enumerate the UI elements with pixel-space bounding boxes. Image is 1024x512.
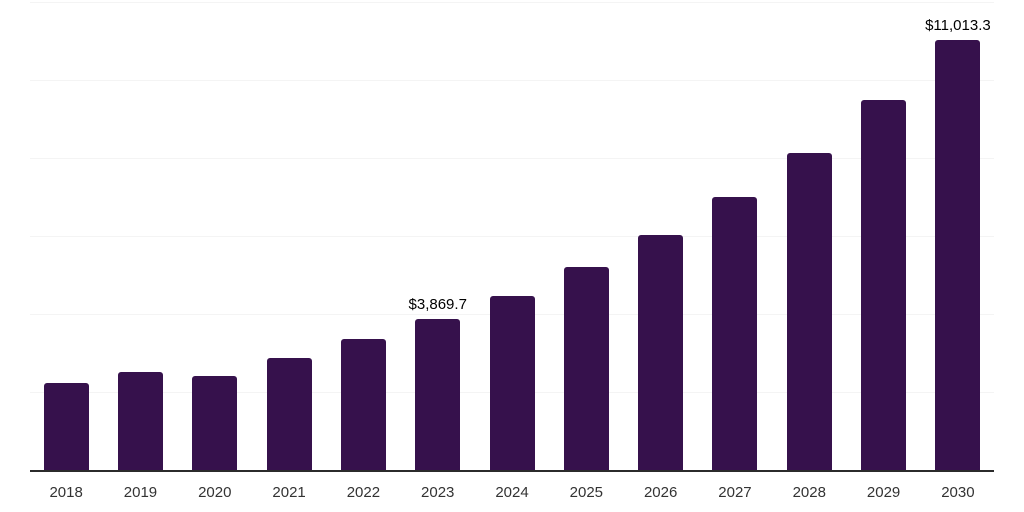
- bar-2029: [861, 100, 907, 470]
- bar-slot: [252, 2, 326, 470]
- bar-2018: [43, 383, 89, 470]
- x-tick-label-2022: 2022: [346, 484, 381, 501]
- bar-2019: [117, 371, 163, 470]
- x-tick-label-2029: 2029: [866, 484, 901, 501]
- bar-slot: [475, 2, 549, 470]
- bar-slot: $11,013.3: [921, 2, 995, 470]
- x-tick-label-2030: 2030: [941, 484, 975, 501]
- bar-2030: [935, 40, 981, 470]
- bar-value-label: $11,013.3: [925, 17, 991, 35]
- bar-2028: [786, 153, 832, 470]
- bar-slot: [772, 2, 846, 470]
- bar-2025: [563, 267, 609, 470]
- gridline: [30, 2, 994, 3]
- x-tick-label-2028: 2028: [792, 484, 826, 501]
- x-axis-line: [30, 470, 994, 472]
- x-tick-label-2019: 2019: [123, 484, 158, 501]
- bar-slot: $3,869.7: [401, 2, 475, 470]
- bar-slot: [103, 2, 177, 470]
- x-tick-label-2023: 2023: [421, 484, 455, 501]
- bar-2024: [489, 295, 535, 470]
- bars-container: $3,869.7 $11,013.3: [29, 2, 995, 470]
- bar-2023: [415, 319, 461, 470]
- x-tick-label-2027: 2027: [718, 484, 752, 501]
- x-tick-label-2025: 2025: [569, 484, 604, 501]
- bar-2026: [638, 234, 684, 470]
- bar-slot: [178, 2, 252, 470]
- bar-2022: [340, 339, 386, 470]
- bar-slot: [846, 2, 920, 470]
- gridline: [30, 158, 994, 159]
- x-tick-label-2026: 2026: [643, 484, 678, 501]
- bar-slot: [549, 2, 623, 470]
- x-axis-tick-labels: 2018 2019 2020 2021 2022 2023 2024 2025 2026 2027…: [29, 484, 995, 502]
- x-tick-label-2018: 2018: [49, 484, 83, 501]
- gridline: [30, 80, 994, 81]
- bar-value-label: $3,869.7: [408, 296, 467, 314]
- x-tick-label-2024: 2024: [495, 484, 529, 501]
- bar-slot: [326, 2, 400, 470]
- bar-2021: [266, 358, 312, 470]
- bar-slot: [698, 2, 772, 470]
- bar-2027: [712, 197, 758, 470]
- bar-slot: [29, 2, 103, 470]
- gridline: [30, 236, 994, 237]
- bar-2020: [192, 375, 238, 470]
- x-tick-label-2021: 2021: [272, 484, 306, 501]
- bar-slot: [624, 2, 698, 470]
- x-tick-label-2020: 2020: [198, 484, 232, 501]
